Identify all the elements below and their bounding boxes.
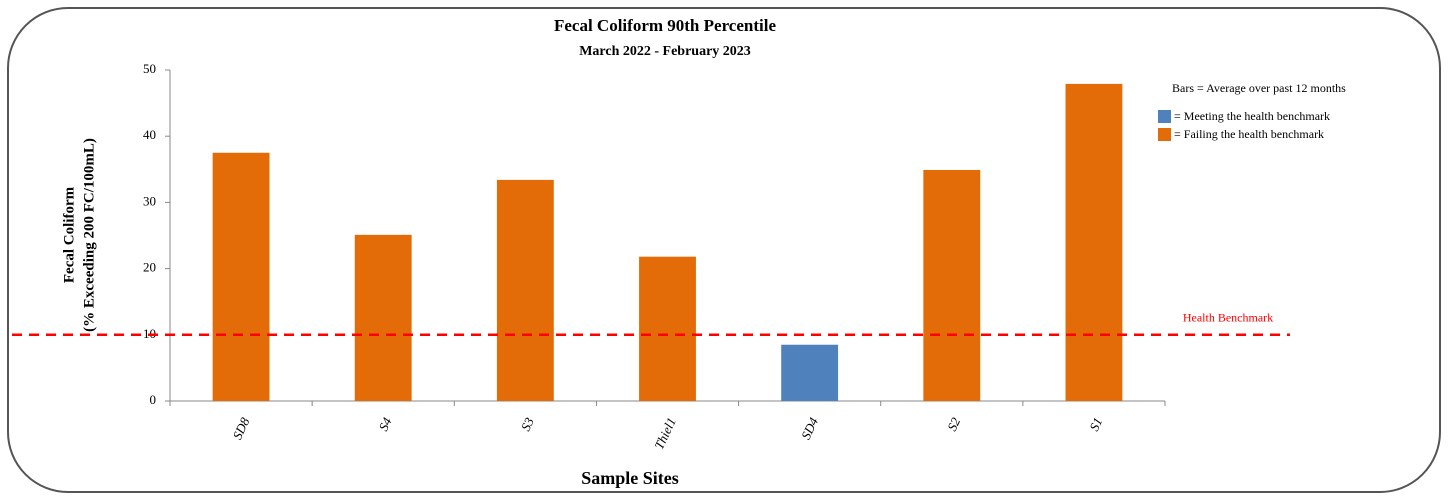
legend-label: = Failing the health benchmark xyxy=(1174,127,1324,141)
bar xyxy=(355,235,412,401)
bar xyxy=(1066,84,1123,401)
bar xyxy=(923,170,980,401)
legend-swatch xyxy=(1158,110,1171,123)
bar xyxy=(639,257,696,401)
bar xyxy=(213,153,270,401)
y-axis-title: Fecal Coliform xyxy=(61,186,77,283)
chart-title: Fecal Coliform 90th Percentile xyxy=(554,16,776,35)
y-tick-label: 40 xyxy=(143,127,156,142)
chart-subtitle: March 2022 - February 2023 xyxy=(579,44,751,59)
y-tick-label: 0 xyxy=(150,392,157,407)
x-axis-title: Sample Sites xyxy=(581,468,679,488)
legend-swatch xyxy=(1158,128,1171,141)
y-tick-label: 20 xyxy=(143,260,156,275)
y-tick-label: 50 xyxy=(143,61,156,76)
bar xyxy=(781,345,838,401)
benchmark-label: Health Benchmark xyxy=(1183,311,1273,325)
y-tick-label: 30 xyxy=(143,193,156,208)
bar xyxy=(497,180,554,401)
chart: Fecal Coliform 90th Percentile March 202… xyxy=(0,0,1450,499)
legend-label: = Meeting the health benchmark xyxy=(1174,109,1330,123)
legend-note: Bars = Average over past 12 months xyxy=(1172,81,1346,95)
y-axis-title: (% Exceeding 200 FC/100mL) xyxy=(81,138,97,332)
y-tick-label: 10 xyxy=(143,326,156,341)
